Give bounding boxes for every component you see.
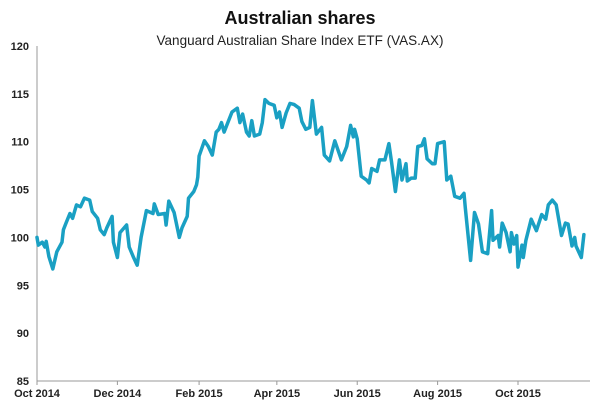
x-tick-label: Oct 2015 — [495, 388, 541, 400]
x-tick-label: Apr 2015 — [254, 388, 300, 400]
y-tick-label: 115 — [11, 89, 29, 101]
y-tick-label: 120 — [11, 41, 29, 53]
x-tick-label: Oct 2014 — [14, 388, 61, 400]
x-tick-label: Dec 2014 — [94, 388, 143, 400]
y-tick-label: 85 — [17, 376, 29, 388]
chart-subtitle: Vanguard Australian Share Index ETF (VAS… — [156, 33, 444, 48]
y-tick-label: 100 — [11, 232, 29, 244]
y-tick-label: 110 — [11, 137, 29, 149]
chart-title: Australian shares — [224, 8, 376, 28]
x-tick-label: Jun 2015 — [334, 388, 381, 400]
x-tick-label: Feb 2015 — [176, 388, 223, 400]
y-tick-label: 95 — [17, 280, 29, 292]
y-tick-label: 90 — [17, 328, 29, 340]
y-tick-label: 105 — [11, 185, 29, 197]
x-tick-label: Aug 2015 — [413, 388, 462, 400]
price-line-series — [35, 97, 586, 271]
